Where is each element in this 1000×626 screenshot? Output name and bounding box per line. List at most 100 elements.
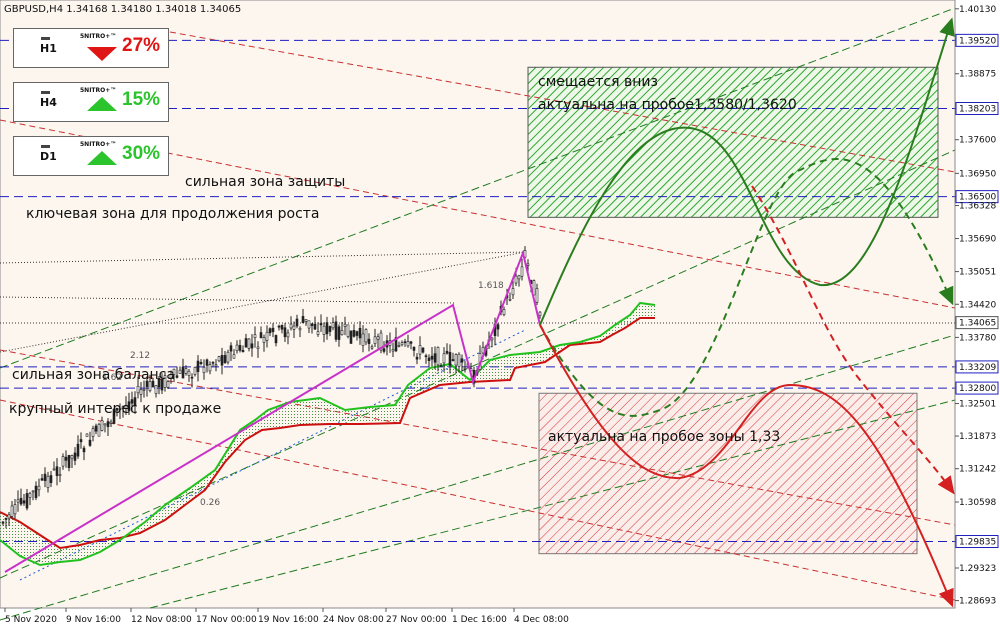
candle-body (172, 368, 176, 375)
candle-body (211, 362, 215, 364)
signal-panel-d1[interactable]: D1 5NITRO+™ 30% (13, 136, 169, 176)
candle-body (82, 447, 86, 453)
candle-body (334, 321, 338, 340)
panel-brand: 5NITRO+™ (80, 33, 117, 40)
candle-body (406, 341, 410, 347)
candle-body (121, 406, 125, 409)
current-price-tag (955, 316, 999, 330)
candle-body (253, 334, 257, 339)
candle-body (508, 298, 512, 301)
fib-label: 1.618 (478, 281, 504, 291)
candle-body (217, 356, 221, 362)
candle-body (70, 455, 74, 459)
level-price-tag (955, 535, 999, 549)
y-tick-label: 1.31873 (959, 432, 996, 442)
candle-body (175, 375, 179, 378)
candle-body (259, 332, 263, 339)
timeframe-icon (41, 145, 50, 148)
candle-body (304, 319, 308, 322)
candle-body (142, 389, 146, 391)
candle-body (109, 421, 113, 424)
y-tick-label: 1.31242 (959, 465, 996, 475)
candle-body (274, 335, 278, 344)
y-tick-label: 1.28693 (959, 597, 996, 607)
candle-body (208, 364, 212, 372)
candle-body (343, 323, 347, 327)
signal-panel-h1[interactable]: H1 5NITRO+™ 27% (13, 28, 169, 68)
candle-body (325, 322, 329, 335)
candle-body (460, 358, 464, 363)
candle-body (532, 280, 536, 296)
candle-body (490, 337, 494, 341)
candle-body (463, 367, 467, 370)
candle-body (7, 514, 11, 519)
candle-body (115, 407, 119, 411)
candle-body (52, 468, 56, 471)
candle-body (436, 347, 440, 366)
candle-body (364, 329, 368, 343)
candle-body (397, 345, 401, 347)
candle-body (340, 330, 344, 335)
candle-body (10, 505, 14, 517)
panel-brand: 5NITRO+™ (80, 141, 117, 148)
candle-body (43, 473, 47, 481)
y-tick-label: 1.36500 (959, 193, 996, 203)
candle-body (520, 266, 524, 277)
annotation-red-zone: актуальна на пробое зоны 1,33 (548, 429, 780, 445)
candle-body (46, 475, 50, 488)
y-tick-label: 1.33209 (959, 363, 996, 373)
level-price-tag (955, 33, 999, 47)
forecast-bearish-dashed-path (751, 185, 955, 495)
candle-body (367, 338, 371, 344)
y-tick-label: 1.33780 (959, 333, 996, 343)
candle-body (328, 326, 332, 332)
y-tick-label: 1.29835 (959, 538, 996, 548)
panel-timeframe: H4 (40, 96, 57, 109)
candle-body (418, 345, 422, 355)
candle-body (187, 370, 191, 376)
y-tick-label: 1.39520 (959, 36, 996, 46)
candle-body (139, 389, 143, 395)
candle-body (292, 325, 296, 330)
candle-body (448, 352, 452, 366)
candle-body (151, 380, 155, 388)
candle-body (439, 365, 443, 367)
forecast-bullish-path (539, 17, 955, 326)
candle-body (442, 353, 446, 364)
x-tick-label: 9 Nov 16:00 (66, 615, 121, 625)
candle-body (112, 408, 116, 424)
candle-body (31, 490, 35, 493)
x-tick-label: 12 Nov 08:00 (131, 615, 192, 625)
candle-body (511, 288, 515, 296)
candle-body (214, 364, 218, 367)
candle-body (382, 348, 386, 352)
annotation-strong-protection-zone: сильная зона защиты (185, 174, 345, 190)
candle-body (133, 397, 137, 406)
annotation-green-zone-line2: актуальна на пробое1,3580/1,3620 (538, 97, 797, 113)
candle-body (130, 399, 134, 404)
candle-body (238, 345, 242, 351)
candle-body (106, 421, 110, 427)
candle-body (265, 331, 269, 341)
candle-body (13, 504, 17, 515)
candle-body (181, 366, 185, 379)
timeframe-icon (41, 91, 50, 94)
candle-body (376, 336, 380, 340)
candle-body (337, 326, 341, 340)
candle-body (94, 425, 98, 432)
y-tick-label: 1.34065 (959, 319, 996, 329)
candle-body (352, 330, 356, 337)
y-tick-label: 1.35051 (959, 268, 996, 278)
candle-body (220, 355, 224, 366)
annotation-key-zone-growth: ключевая зона для продолжения роста (26, 206, 320, 222)
candle-body (412, 346, 416, 351)
x-tick-label: 17 Nov 00:00 (196, 615, 257, 625)
candle-body (25, 493, 29, 509)
candle-body (223, 355, 227, 364)
y-tick-label: 1.37600 (959, 136, 996, 146)
arrow-up-icon (87, 151, 117, 165)
level-price-tag (955, 360, 999, 374)
signal-panel-h4[interactable]: H4 5NITRO+™ 15% (13, 82, 169, 122)
candle-body (124, 404, 128, 409)
